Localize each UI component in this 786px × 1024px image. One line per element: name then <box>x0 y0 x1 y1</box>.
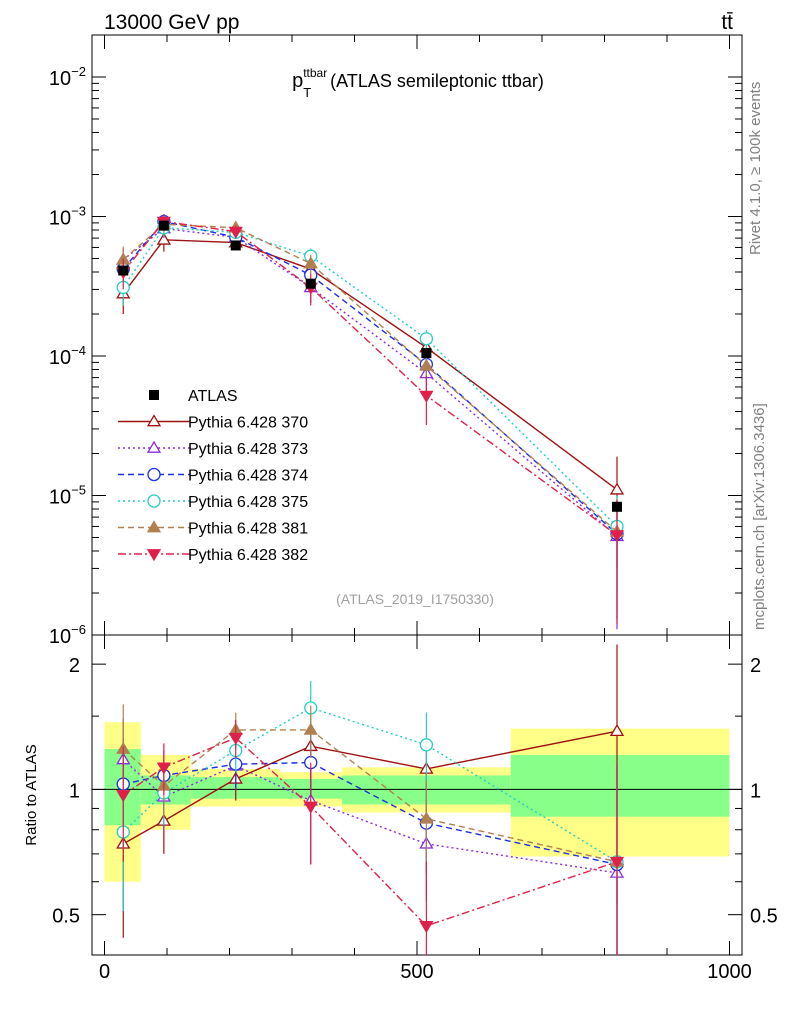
ratio-point <box>419 738 434 752</box>
legend-label: ATLAS <box>188 388 238 405</box>
ratio-ytick-label: 1 <box>69 780 80 802</box>
main-ytick-label-exp: −6 <box>71 622 86 637</box>
legend-item: Pythia 6.428 373 <box>118 440 308 458</box>
series-point <box>303 256 318 269</box>
ratio-point <box>609 723 625 737</box>
plot-title-sub: T <box>303 85 311 100</box>
legend-item: Pythia 6.428 370 <box>118 414 308 432</box>
rivet-label: Rivet 4.1.0, ≥ 100k events <box>747 82 764 255</box>
atlas-point <box>118 265 129 276</box>
legend-label: Pythia 6.428 374 <box>188 468 308 485</box>
ratio-ytick-label-right: 1 <box>750 780 761 802</box>
series-point <box>156 232 172 245</box>
legend-label: Pythia 6.428 381 <box>188 521 308 538</box>
mcplots-label: mcplots.cern.ch [arXiv:1306.3436] <box>751 403 768 630</box>
legend-item: Pythia 6.428 374 <box>118 468 308 485</box>
main-ytick-label-base: 10 <box>49 347 71 369</box>
ratio-point <box>609 856 625 870</box>
ratio-plot: 0.5 0.5 1 1 2 2 0 500 1000 <box>52 634 778 983</box>
ratio-series-line <box>122 737 618 927</box>
header-left: 13000 GeV pp <box>104 11 239 34</box>
legend-label: Pythia 6.428 382 <box>188 547 308 564</box>
main-ytick-label: 10−3 <box>49 203 86 229</box>
ratio-point <box>228 733 243 746</box>
main-ytick-label: 10−5 <box>49 482 86 508</box>
legend-label: Pythia 6.428 373 <box>188 441 308 458</box>
legend-marker <box>146 549 162 562</box>
series-point <box>419 332 434 346</box>
analysis-label: (ATLAS_2019_I1750330) <box>336 591 494 607</box>
ratio-ytick-label-right: 2 <box>750 655 761 677</box>
plot-title-rest: (ATLAS semileptonic ttbar) <box>325 71 544 91</box>
legend-marker <box>146 520 162 533</box>
main-ytick-label-exp: −5 <box>71 482 86 497</box>
band-green <box>190 777 280 799</box>
series-line <box>122 220 618 536</box>
legend-marker <box>149 390 159 400</box>
ratio-point <box>156 762 172 775</box>
main-ytick-label-base: 10 <box>49 207 71 229</box>
main-ytick-label-exp: −2 <box>71 64 86 79</box>
ratio-xtick-label: 1000 <box>707 961 752 983</box>
ratio-point <box>419 811 434 824</box>
main-ytick-label-exp: −4 <box>71 343 86 358</box>
legend-marker <box>147 494 161 508</box>
legend-item: Pythia 6.428 381 <box>118 520 308 538</box>
main-ytick-label: 10−2 <box>49 64 86 90</box>
header-right: tt̄ <box>721 11 733 34</box>
atlas-point <box>158 220 169 231</box>
series-line <box>122 220 618 535</box>
ratio-ylabel: Ratio to ATLAS <box>23 744 40 845</box>
legend-item: Pythia 6.428 375 <box>118 494 308 511</box>
ratio-series-line <box>122 729 618 863</box>
legend-marker <box>147 467 161 482</box>
series-point <box>419 390 434 403</box>
series-line <box>122 227 618 527</box>
ratio-series-line <box>122 707 618 863</box>
series-point <box>419 358 434 371</box>
main-ytick-label: 10−6 <box>49 622 86 648</box>
plot-title: pttbar T (ATLAS semileptonic ttbar) <box>292 66 544 100</box>
legend-label: Pythia 6.428 375 <box>188 494 308 511</box>
ratio-xtick-label: 0 <box>99 961 110 983</box>
legend-marker <box>146 414 162 427</box>
main-ytick-label-base: 10 <box>49 626 71 648</box>
main-ytick-label: 10−4 <box>49 343 86 369</box>
series-line <box>122 239 618 491</box>
plot-title-main: p <box>292 70 303 92</box>
series-point <box>228 226 243 239</box>
atlas-point <box>612 501 622 512</box>
series-line <box>122 223 618 533</box>
legend-label: Pythia 6.428 370 <box>188 415 308 432</box>
series-line <box>122 227 618 537</box>
plot-title-sup: ttbar <box>303 66 327 80</box>
ratio-series-pythia-6.428-382 <box>116 719 625 955</box>
ratio-point <box>303 801 318 814</box>
ratio-point <box>116 790 131 803</box>
band-green <box>510 754 730 817</box>
legend-item: ATLAS <box>149 388 238 405</box>
main-ytick-label-base: 10 <box>49 486 71 508</box>
ratio-ytick-label: 2 <box>69 655 80 677</box>
series-point <box>609 482 625 495</box>
ratio-point <box>419 921 434 934</box>
legend-item: Pythia 6.428 382 <box>118 547 308 564</box>
main-ytick-label-exp: −3 <box>71 203 86 218</box>
atlas-point <box>305 278 316 289</box>
series-point <box>609 530 625 543</box>
atlas-point <box>421 348 432 359</box>
legend-marker <box>146 440 162 453</box>
main-frame <box>91 34 743 636</box>
ratio-series-line <box>123 761 618 866</box>
atlas-point <box>230 240 241 251</box>
main-ytick-label-base: 10 <box>49 68 71 90</box>
ratio-xtick-label: 500 <box>400 961 433 983</box>
ratio-ytick-label: 0.5 <box>52 906 80 928</box>
legend: ATLAS Pythia 6.428 370 Pythia 6.428 373 Pyt… <box>118 388 308 564</box>
ratio-series-line <box>122 730 618 845</box>
ratio-ytick-label-right: 0.5 <box>750 906 778 928</box>
ratio-point <box>303 722 318 735</box>
main-plot: 10−210−310−410−510−6 <box>49 34 743 648</box>
